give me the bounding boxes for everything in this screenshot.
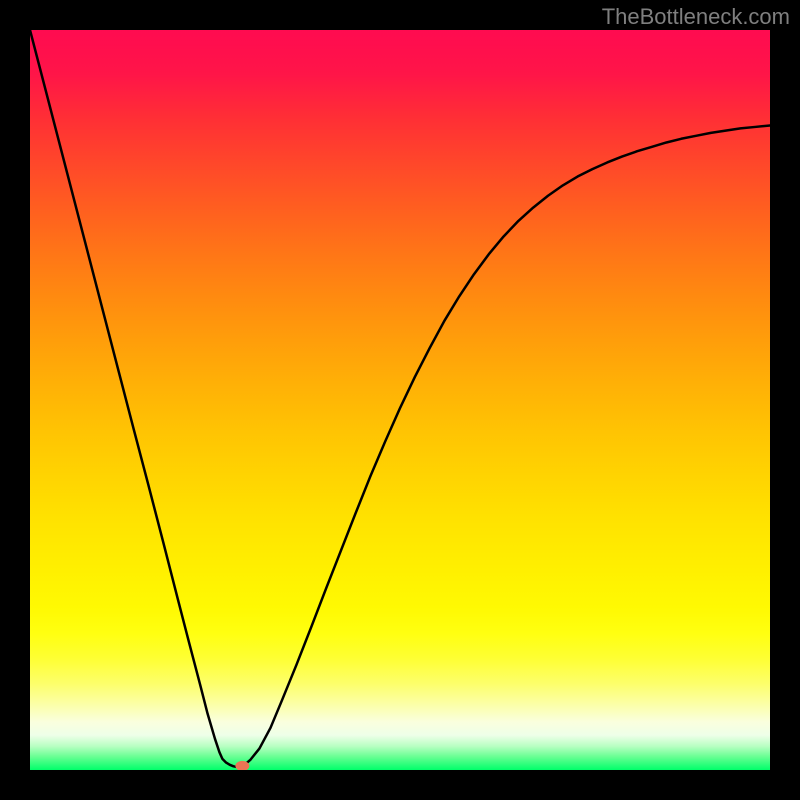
- gradient-background: [30, 30, 770, 770]
- minimum-marker: [235, 761, 249, 771]
- chart-svg: [0, 0, 800, 800]
- watermark-text: TheBottleneck.com: [602, 4, 790, 30]
- chart-container: TheBottleneck.com: [0, 0, 800, 800]
